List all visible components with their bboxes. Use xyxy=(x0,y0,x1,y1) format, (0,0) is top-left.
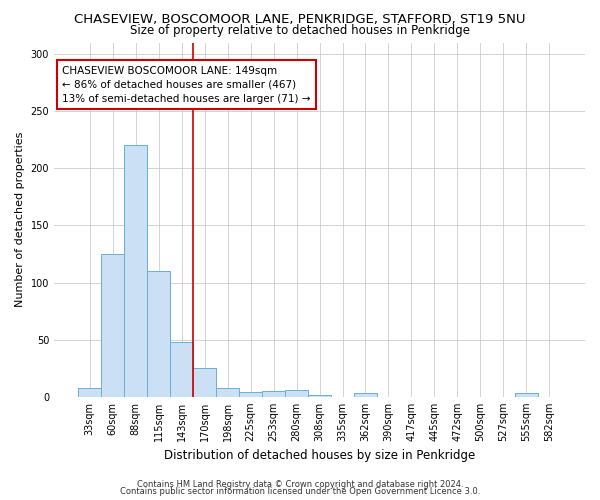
Bar xyxy=(285,390,308,397)
Bar xyxy=(124,146,147,397)
Bar xyxy=(216,388,239,397)
X-axis label: Distribution of detached houses by size in Penkridge: Distribution of detached houses by size … xyxy=(164,450,475,462)
Bar xyxy=(354,394,377,397)
Bar xyxy=(308,394,331,397)
Bar xyxy=(170,342,193,397)
Bar xyxy=(101,254,124,397)
Bar xyxy=(147,271,170,397)
Bar xyxy=(193,368,216,397)
Text: CHASEVIEW BOSCOMOOR LANE: 149sqm
← 86% of detached houses are smaller (467)
13% : CHASEVIEW BOSCOMOOR LANE: 149sqm ← 86% o… xyxy=(62,66,311,104)
Text: Size of property relative to detached houses in Penkridge: Size of property relative to detached ho… xyxy=(130,24,470,37)
Text: Contains HM Land Registry data © Crown copyright and database right 2024.: Contains HM Land Registry data © Crown c… xyxy=(137,480,463,489)
Text: Contains public sector information licensed under the Open Government Licence 3.: Contains public sector information licen… xyxy=(120,487,480,496)
Text: CHASEVIEW, BOSCOMOOR LANE, PENKRIDGE, STAFFORD, ST19 5NU: CHASEVIEW, BOSCOMOOR LANE, PENKRIDGE, ST… xyxy=(74,12,526,26)
Y-axis label: Number of detached properties: Number of detached properties xyxy=(15,132,25,308)
Bar xyxy=(262,391,285,397)
Bar xyxy=(515,394,538,397)
Bar xyxy=(239,392,262,397)
Bar xyxy=(78,388,101,397)
